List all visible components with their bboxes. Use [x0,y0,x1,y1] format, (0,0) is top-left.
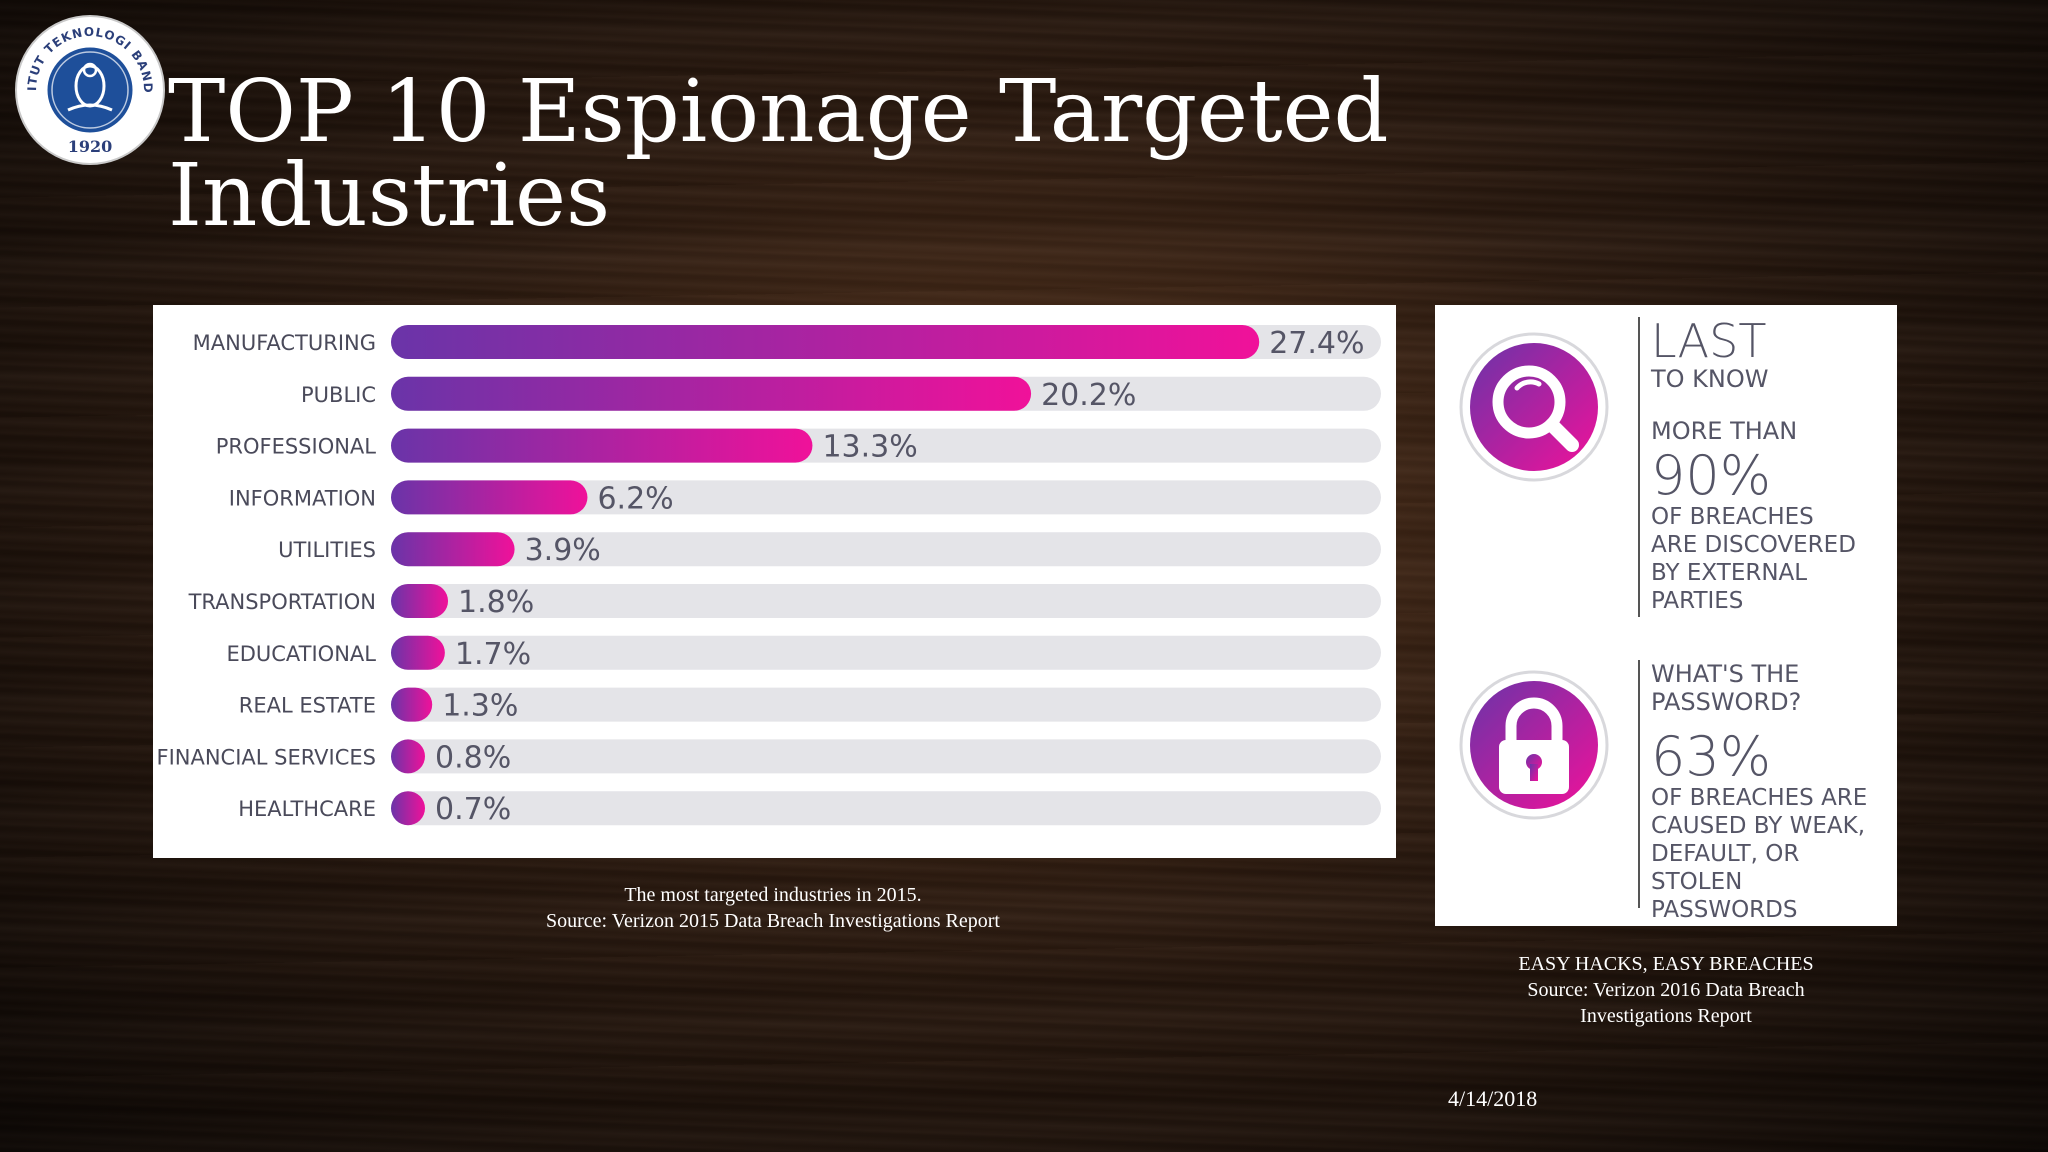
infographic-caption-source-2: Investigations Report [1580,1005,1752,1027]
category-label: TRANSPORTATION [188,590,376,614]
bar-chart-svg: MANUFACTURING 27.4% PUBLIC 20.2% PROFESSIONA… [156,325,1381,827]
value-label: 1.8% [458,585,534,620]
lead-more-than: MORE THAN [1651,417,1798,445]
bar-track [391,635,1381,670]
bar-track [391,739,1381,774]
category-label: PROFESSIONAL [216,435,377,459]
infographic-caption-title: EASY HACKS, EASY BREACHES [1518,953,1814,975]
value-label: 20.2% [1041,378,1136,413]
value-label: 3.9% [525,533,601,568]
category-label: MANUFACTURING [193,331,376,355]
bar-real-estate [391,687,433,722]
bar-utilities [391,532,515,567]
category-label: EDUCATIONAL [226,642,376,666]
bar-track [391,532,1381,567]
bar-manufacturing [391,325,1260,359]
stat-90-description: OF BREACHES ARE DISCOVERED BY EXTERNAL P… [1651,504,1856,614]
value-label: 27.4% [1269,326,1364,361]
headline-last: LAST [1651,314,1767,368]
slide-title-line-2: Industries [168,146,611,246]
bar-educational [391,635,445,670]
bar-professional [391,428,813,463]
infographic-caption: EASY HACKS, EASY BREACHES Source: Verizo… [1436,951,1896,1029]
question-password: WHAT'S THE PASSWORD? [1651,660,1802,716]
last-to-know-text: LAST TO KNOW MORE THAN 90% OF BREACHES A… [1651,317,1891,615]
category-label: UTILITIES [278,538,376,562]
block-divider [1638,660,1640,908]
industries-bar-chart: MANUFACTURING 27.4% PUBLIC 20.2% PROFESSIONA… [153,305,1396,858]
bar-information [391,480,588,515]
category-label: HEALTHCARE [238,797,376,821]
logo-year: 1920 [68,137,113,156]
category-label: FINANCIAL SERVICES [156,745,376,769]
bar-public [391,376,1032,411]
chart-caption-source: Source: Verizon 2015 Data Breach Investi… [546,910,1000,932]
bar-track [391,584,1381,618]
stat-90-percent: 90% [1651,444,1772,507]
infographic-caption-source-1: Source: Verizon 2016 Data Breach [1527,979,1805,1001]
bar-track [391,687,1381,722]
block-divider [1638,317,1640,617]
password-text: WHAT'S THE PASSWORD? 63% OF BREACHES ARE… [1651,660,1891,924]
chart-caption-line-1: The most targeted industries in 2015. [624,884,922,906]
stat-63-description: OF BREACHES ARE CAUSED BY WEAK, DEFAULT,… [1651,785,1868,923]
value-label: 13.3% [822,430,917,465]
bar-transportation [391,584,449,618]
chart-caption: The most targeted industries in 2015. So… [453,882,1093,934]
category-label: INFORMATION [229,486,376,510]
slide-date: 4/14/2018 [1448,1086,1538,1111]
stat-63-percent: 63% [1651,725,1772,788]
bar-track [391,791,1381,826]
category-label: PUBLIC [301,383,376,407]
password-block: WHAT'S THE PASSWORD? 63% OF BREACHES ARE… [1435,660,1897,923]
bar-healthcare [391,791,425,826]
breach-infographic: LAST TO KNOW MORE THAN 90% OF BREACHES A… [1435,305,1897,926]
padlock-icon [1459,670,1609,820]
bar-financial-services [391,739,425,774]
value-label: 0.8% [435,740,511,775]
institution-logo: INSTITUT TEKNOLOGI BANDUNG 1920 [8,3,166,166]
value-label: 1.7% [455,637,531,672]
value-label: 1.3% [442,689,518,724]
category-label: REAL ESTATE [239,694,376,718]
subhead-to-know: TO KNOW [1651,365,1769,393]
last-to-know-block: LAST TO KNOW MORE THAN 90% OF BREACHES A… [1435,317,1897,623]
value-label: 0.7% [435,792,511,827]
slide-title-line-1: TOP 10 Espionage Targeted [168,62,1389,162]
magnifier-icon [1459,332,1609,482]
slide-title: TOP 10 Espionage Targeted Industries [168,62,1389,246]
value-label: 6.2% [597,481,673,516]
bar-track [391,480,1381,515]
